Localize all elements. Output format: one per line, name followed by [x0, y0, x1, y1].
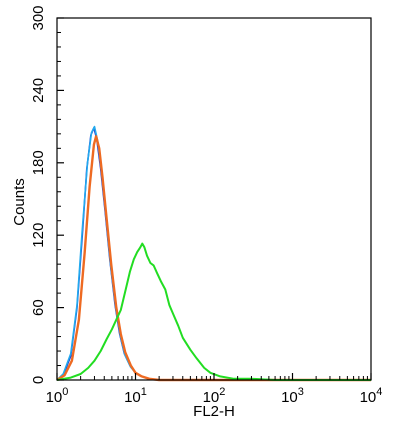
y-tick-label: 0 — [30, 376, 47, 384]
x-axis-title: FL2-H — [193, 403, 235, 420]
y-tick-label: 180 — [30, 150, 47, 175]
series-layer — [56, 125, 371, 382]
x-tick-label: 100 — [46, 386, 69, 406]
y-tick-label: 240 — [30, 78, 47, 103]
series-line-3 — [56, 242, 371, 381]
y-tick-label: 300 — [30, 5, 47, 30]
x-tick-label: 103 — [281, 386, 304, 406]
y-axis-title: Counts — [11, 178, 28, 226]
ticks-layer: 0 60 120 180 240 300 100 101 102 103 104 — [30, 5, 382, 406]
x-tick-label: 104 — [360, 386, 383, 406]
x-tick-label: 102 — [203, 386, 226, 406]
x-tick-label: 101 — [124, 386, 147, 406]
y-tick-label: 120 — [30, 223, 47, 248]
y-tick-label: 60 — [30, 299, 47, 316]
